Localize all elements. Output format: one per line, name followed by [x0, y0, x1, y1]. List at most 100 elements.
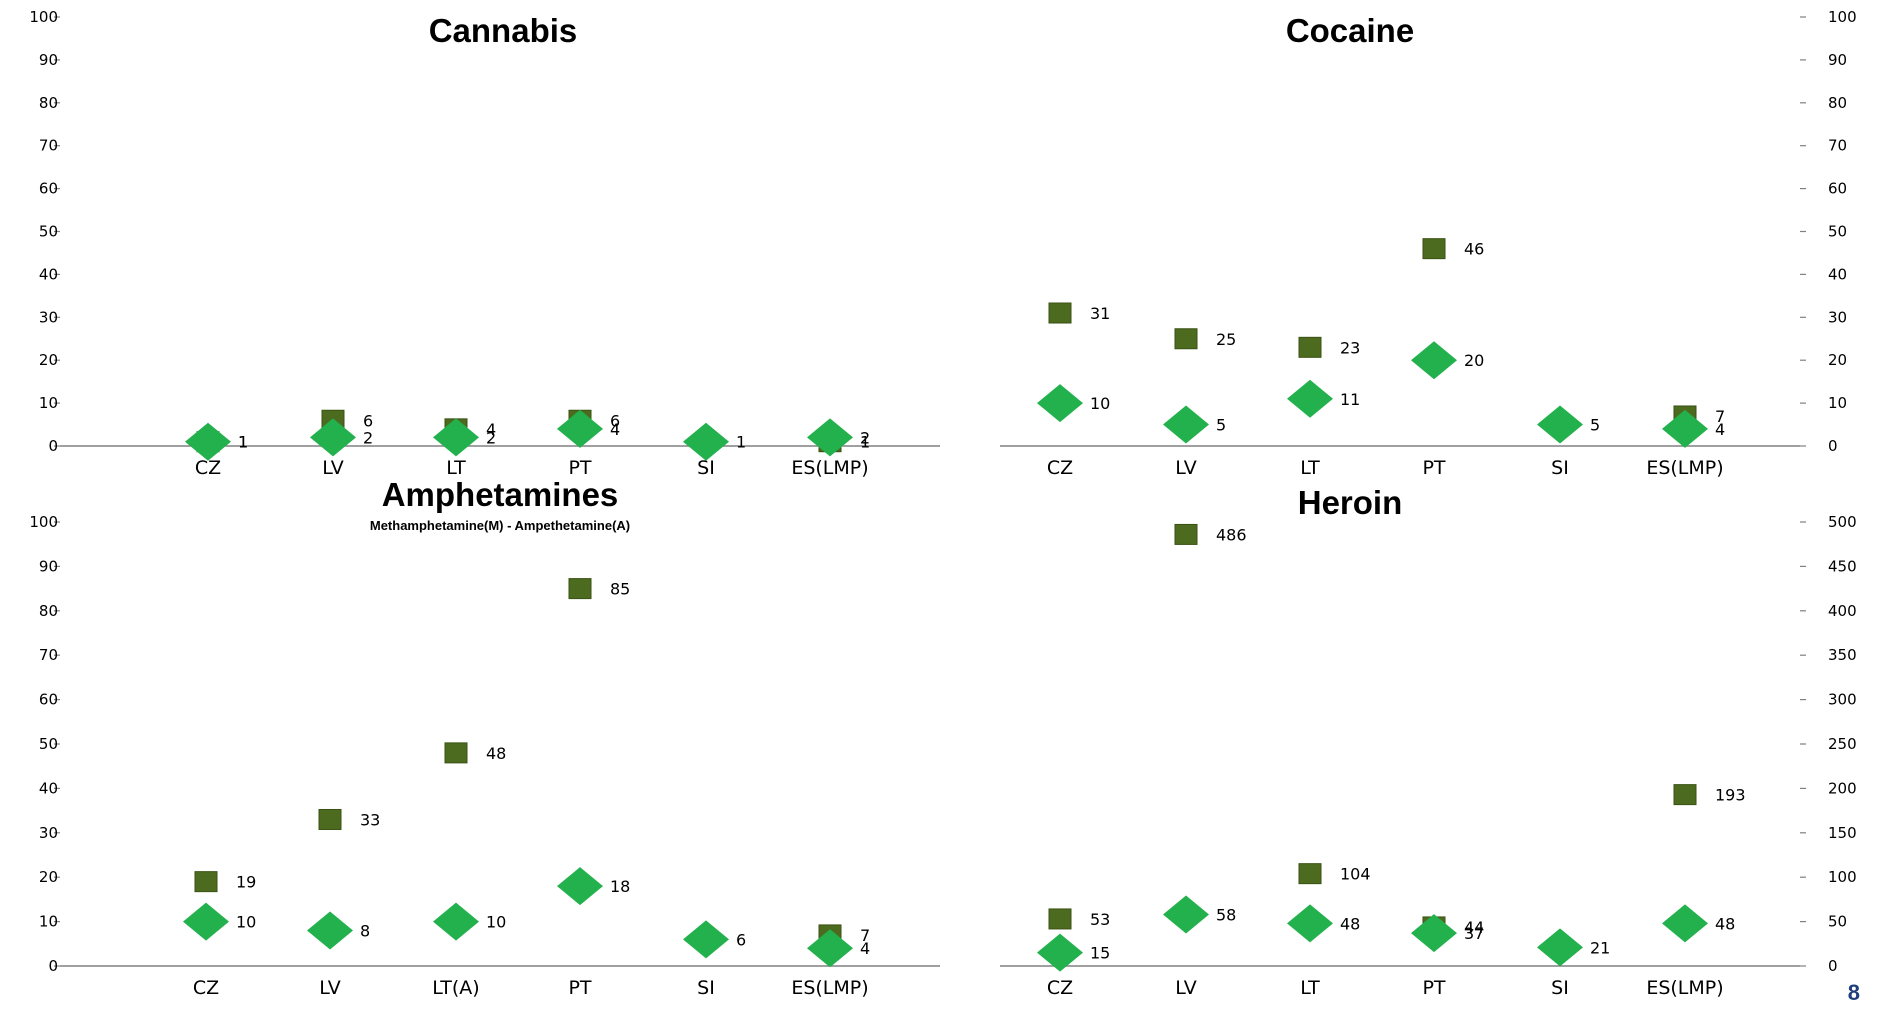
panel-cocaine: Cocaine 0 10 20 30 40 50 60 70 80 90 100 CZ LV LT PT SI E… [1000, 8, 1857, 479]
data-label: 48 [1715, 914, 1735, 933]
diamond-marker [1537, 405, 1583, 444]
x-category-label: LV [1175, 457, 1197, 479]
square-marker [1422, 238, 1446, 260]
data-label: 4 [610, 420, 620, 439]
y-tick-label: 20 [39, 868, 58, 886]
diamond-marker [310, 418, 356, 457]
diamond-marker [557, 409, 603, 448]
x-category-label: LV [1175, 977, 1197, 999]
diamond-marker [683, 920, 729, 959]
y-tick-label: 100 [1828, 8, 1857, 26]
x-category-label: PT [1422, 977, 1445, 999]
y-tick-label: 80 [1828, 94, 1847, 112]
chart-title: Cocaine [1286, 12, 1414, 49]
data-label: 1 [736, 433, 746, 452]
x-category-label: ES(LMP) [1646, 977, 1723, 999]
diamond-marker [807, 418, 853, 457]
data-label: 25 [1216, 330, 1236, 349]
y-tick-label: 70 [39, 646, 58, 664]
y-tick-label: 40 [39, 265, 58, 283]
y-tick-label: 70 [1828, 137, 1847, 155]
diamond-marker [1163, 895, 1209, 934]
square-marker [1298, 336, 1322, 358]
data-label: 44 [1464, 918, 1484, 937]
chart-title: Amphetamines [382, 476, 619, 513]
data-label: 31 [1090, 304, 1110, 323]
y-tick-label: 150 [1828, 824, 1857, 842]
diamond-marker [185, 422, 231, 461]
y-tick-label: 100 [29, 8, 58, 26]
panel-cannabis: Cannabis 0 10 20 30 40 50 60 70 80 90 100 CZ LV LT PT SI… [29, 8, 940, 479]
data-label: 15 [1090, 944, 1110, 963]
data-label: 4 [486, 420, 496, 439]
diamond-marker [1662, 409, 1708, 448]
data-label: 104 [1340, 865, 1371, 884]
square-marker [1048, 908, 1072, 930]
diamond-marker [183, 902, 229, 941]
data-label: 48 [486, 744, 506, 763]
data-label: 58 [1216, 905, 1236, 924]
x-category-label: LV [322, 457, 344, 479]
y-tick-label: 50 [1828, 913, 1847, 931]
y-tick-label: 30 [1828, 308, 1847, 326]
data-label: 53 [1090, 910, 1110, 929]
data-label: 19 [236, 873, 256, 892]
diamond-marker [433, 902, 479, 941]
diamond-marker [1662, 904, 1708, 943]
diamond-marker [1411, 341, 1457, 380]
data-label: 46 [1464, 240, 1484, 259]
square-marker [194, 871, 218, 893]
data-label: 5 [1216, 416, 1226, 435]
data-label: 48 [1340, 914, 1360, 933]
y-tick-label: 60 [39, 691, 58, 709]
diamond-marker [1537, 928, 1583, 967]
data-label: 4 [1715, 420, 1725, 439]
chart-title: Heroin [1298, 484, 1403, 521]
x-category-label: ES(LMP) [791, 457, 868, 479]
data-label: 5 [1590, 416, 1600, 435]
data-label: 37 [1464, 924, 1484, 943]
y-tick-label: 50 [39, 223, 58, 241]
data-label: 2 [363, 428, 373, 447]
y-tick-label: 40 [1828, 265, 1847, 283]
data-label: 10 [486, 913, 506, 932]
data-label: 1 [238, 433, 248, 452]
y-tick-label: 200 [1828, 779, 1857, 797]
panel-heroin: Heroin 0 50 100 150 200 250 300 350 400 450 500 CZ LV… [1000, 484, 1857, 999]
data-label: 2 [486, 428, 496, 447]
y-tick-label: 300 [1828, 691, 1857, 709]
x-category-label: PT [1422, 457, 1445, 479]
data-label: 193 [1715, 786, 1746, 805]
x-category-label: SI [1551, 457, 1569, 479]
square-marker [1673, 784, 1697, 806]
x-category-label: LT [446, 457, 466, 479]
square-marker [318, 808, 342, 830]
data-label: 18 [610, 877, 630, 896]
y-tick-label: 80 [39, 602, 58, 620]
x-category-label: SI [697, 977, 715, 999]
y-tick-label: 0 [1828, 957, 1838, 975]
y-tick-label: 40 [39, 779, 58, 797]
x-category-label: CZ [193, 977, 219, 999]
square-marker [1048, 302, 1072, 324]
diamond-marker [1287, 379, 1333, 418]
y-tick-label: 100 [29, 513, 58, 531]
square-marker [444, 742, 468, 764]
x-category-label: SI [697, 457, 715, 479]
data-label: 85 [610, 580, 630, 599]
diamond-marker [1037, 933, 1083, 972]
x-category-label: LT [1300, 977, 1320, 999]
y-tick-label: 500 [1828, 513, 1857, 531]
square-marker [568, 578, 592, 600]
data-label: 23 [1340, 338, 1360, 357]
y-tick-label: 400 [1828, 602, 1857, 620]
y-tick-label: 20 [39, 351, 58, 369]
diamond-marker [1163, 405, 1209, 444]
y-tick-label: 0 [48, 957, 58, 975]
y-tick-label: 90 [1828, 51, 1847, 69]
y-tick-label: 30 [39, 824, 58, 842]
diamond-marker [433, 418, 479, 457]
y-tick-label: 60 [1828, 180, 1847, 198]
chart-title: Cannabis [429, 12, 578, 49]
